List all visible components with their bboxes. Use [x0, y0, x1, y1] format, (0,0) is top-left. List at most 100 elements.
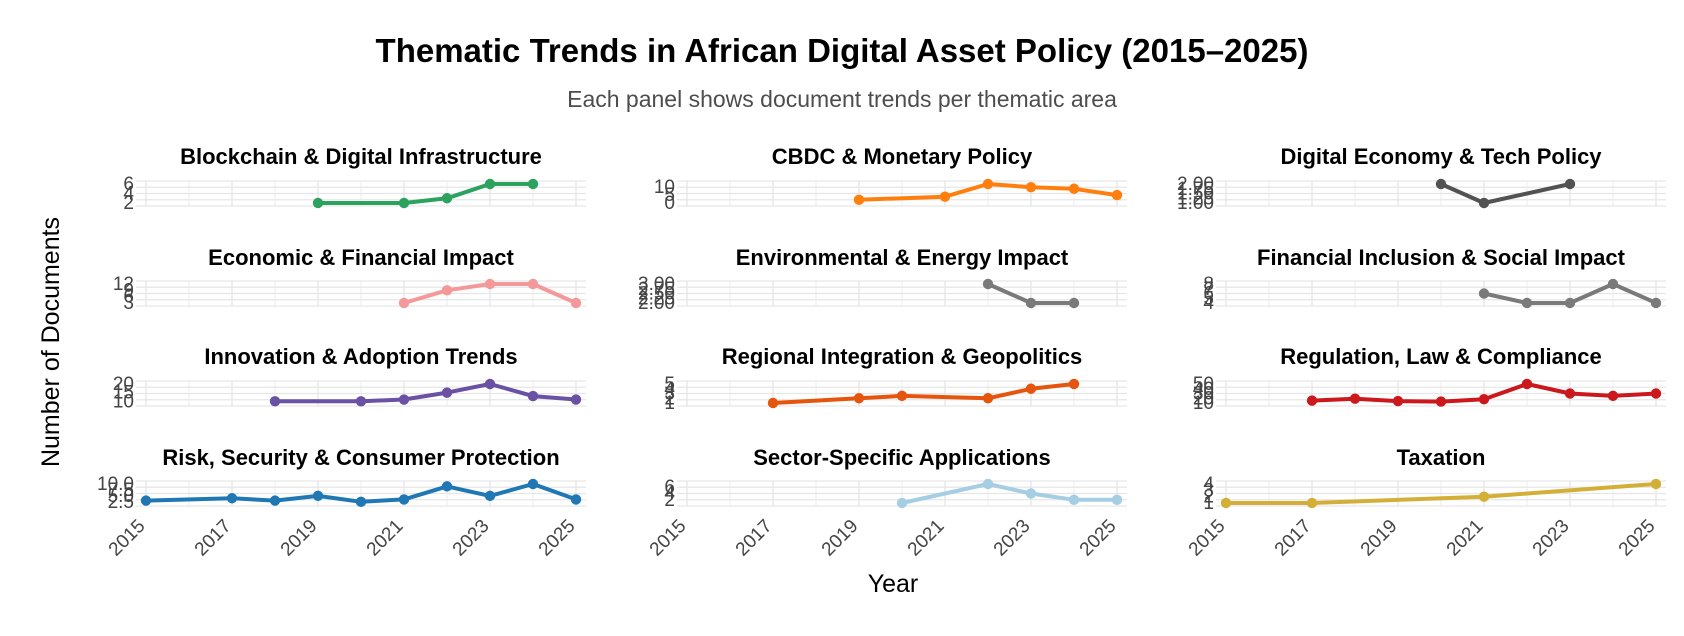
y-tick-label: 5	[664, 374, 675, 395]
y-tick-label: 4	[1203, 474, 1214, 495]
facet-title: Innovation & Adoption Trends	[204, 344, 517, 369]
facet-panel: Sector-Specific Applications 246 2015 2017 2…	[646, 445, 1127, 560]
data-point	[355, 396, 367, 407]
y-axis-label: Number of Documents	[37, 217, 65, 467]
data-point	[1068, 378, 1080, 390]
y-tick-label: 20	[1193, 388, 1214, 409]
series-line	[144, 482, 578, 504]
data-point	[1435, 178, 1447, 190]
y-tick-label: 9	[123, 280, 134, 301]
data-point	[312, 197, 324, 209]
x-tick-label: 2017	[191, 516, 236, 561]
data-point	[1564, 297, 1576, 309]
facet-panel: Blockchain & Digital Infrastructure 246	[123, 144, 586, 214]
data-point	[982, 178, 994, 190]
x-tick-label: 2015	[646, 516, 691, 561]
data-point	[1111, 494, 1123, 506]
data-point	[1306, 497, 1318, 509]
data-point	[1025, 181, 1037, 193]
y-tick-label: 20	[113, 374, 134, 395]
chart-subtitle: Each panel shows document trends per the…	[567, 86, 1117, 112]
data-point	[441, 193, 453, 204]
data-point	[1435, 396, 1447, 407]
y-tick-label: 6	[123, 174, 134, 195]
data-point	[1564, 178, 1576, 190]
y-tick-label: 3.00	[638, 274, 675, 295]
x-tick-label: 2015	[105, 516, 150, 561]
series-line	[857, 182, 1119, 202]
data-point	[312, 490, 324, 502]
data-point	[1564, 388, 1576, 399]
data-point	[1607, 390, 1619, 402]
data-point	[484, 378, 496, 390]
data-point	[441, 481, 453, 492]
x-tick-label: 2023	[1529, 516, 1574, 561]
y-tick-label: 12	[113, 274, 134, 295]
data-point	[1111, 189, 1123, 201]
facet-title: Financial Inclusion & Social Impact	[1257, 245, 1626, 270]
x-tick-label: 2023	[449, 516, 494, 561]
series-line	[1224, 482, 1658, 505]
data-point	[527, 278, 539, 290]
data-point	[1306, 395, 1318, 406]
data-point	[527, 178, 539, 190]
data-point	[398, 394, 410, 405]
x-tick-label: 2021	[904, 516, 949, 561]
y-tick-label: 50	[1193, 374, 1214, 395]
data-point	[939, 191, 951, 202]
data-point	[1478, 394, 1490, 405]
data-point	[441, 285, 453, 296]
y-tick-label: 40	[1193, 379, 1214, 400]
data-point	[398, 197, 410, 209]
y-tick-label: 4	[1203, 293, 1214, 314]
data-point	[484, 278, 496, 290]
data-point	[1025, 488, 1037, 499]
data-point	[269, 396, 281, 407]
data-point	[398, 494, 410, 505]
y-tick-label: 5	[1203, 288, 1214, 309]
y-tick-label: 1	[664, 393, 675, 414]
data-point	[1068, 183, 1080, 194]
y-tick-label: 5.0	[108, 486, 134, 507]
y-tick-label: 15	[113, 383, 134, 404]
y-tick-label: 2.75	[638, 279, 675, 300]
y-tick-label: 10.0	[97, 474, 134, 495]
y-tick-label: 6	[123, 287, 134, 308]
y-tick-label: 2.00	[638, 293, 675, 314]
data-point	[527, 478, 539, 490]
facet-title: Risk, Security & Consumer Protection	[162, 445, 559, 470]
y-tick-label: 10	[654, 177, 675, 198]
data-point	[1025, 383, 1037, 394]
y-tick-label: 3	[664, 384, 675, 405]
data-point	[1478, 288, 1490, 299]
data-point	[1025, 297, 1037, 309]
data-point	[1521, 378, 1533, 390]
x-tick-label: 2021	[1443, 516, 1488, 561]
y-tick-label: 1.25	[1177, 188, 1214, 209]
facet-title: Regional Integration & Geopolitics	[722, 344, 1083, 369]
facet-title: Blockchain & Digital Infrastructure	[180, 144, 542, 169]
facet-title: Sector-Specific Applications	[753, 445, 1050, 470]
x-axis-label: Year	[868, 570, 919, 598]
data-point	[982, 478, 994, 490]
y-tick-label: 3	[1203, 480, 1214, 501]
data-point	[1650, 297, 1662, 309]
x-tick-label: 2021	[363, 516, 408, 561]
y-tick-label: 7.5	[108, 480, 134, 501]
y-tick-label: 3	[123, 293, 134, 314]
y-tick-label: 5	[664, 185, 675, 206]
data-point	[1650, 478, 1662, 490]
data-point	[484, 178, 496, 190]
x-tick-label: 2023	[990, 516, 1035, 561]
y-tick-label: 4	[664, 379, 675, 400]
facet-panel: Risk, Security & Consumer Protection 2.55…	[97, 445, 586, 560]
data-point	[982, 393, 994, 404]
data-point	[896, 497, 908, 509]
data-point	[441, 387, 453, 398]
data-point	[896, 390, 908, 402]
data-point	[398, 297, 410, 309]
facet-title: Taxation	[1397, 445, 1486, 470]
data-point	[1068, 297, 1080, 309]
data-point	[1521, 297, 1533, 309]
